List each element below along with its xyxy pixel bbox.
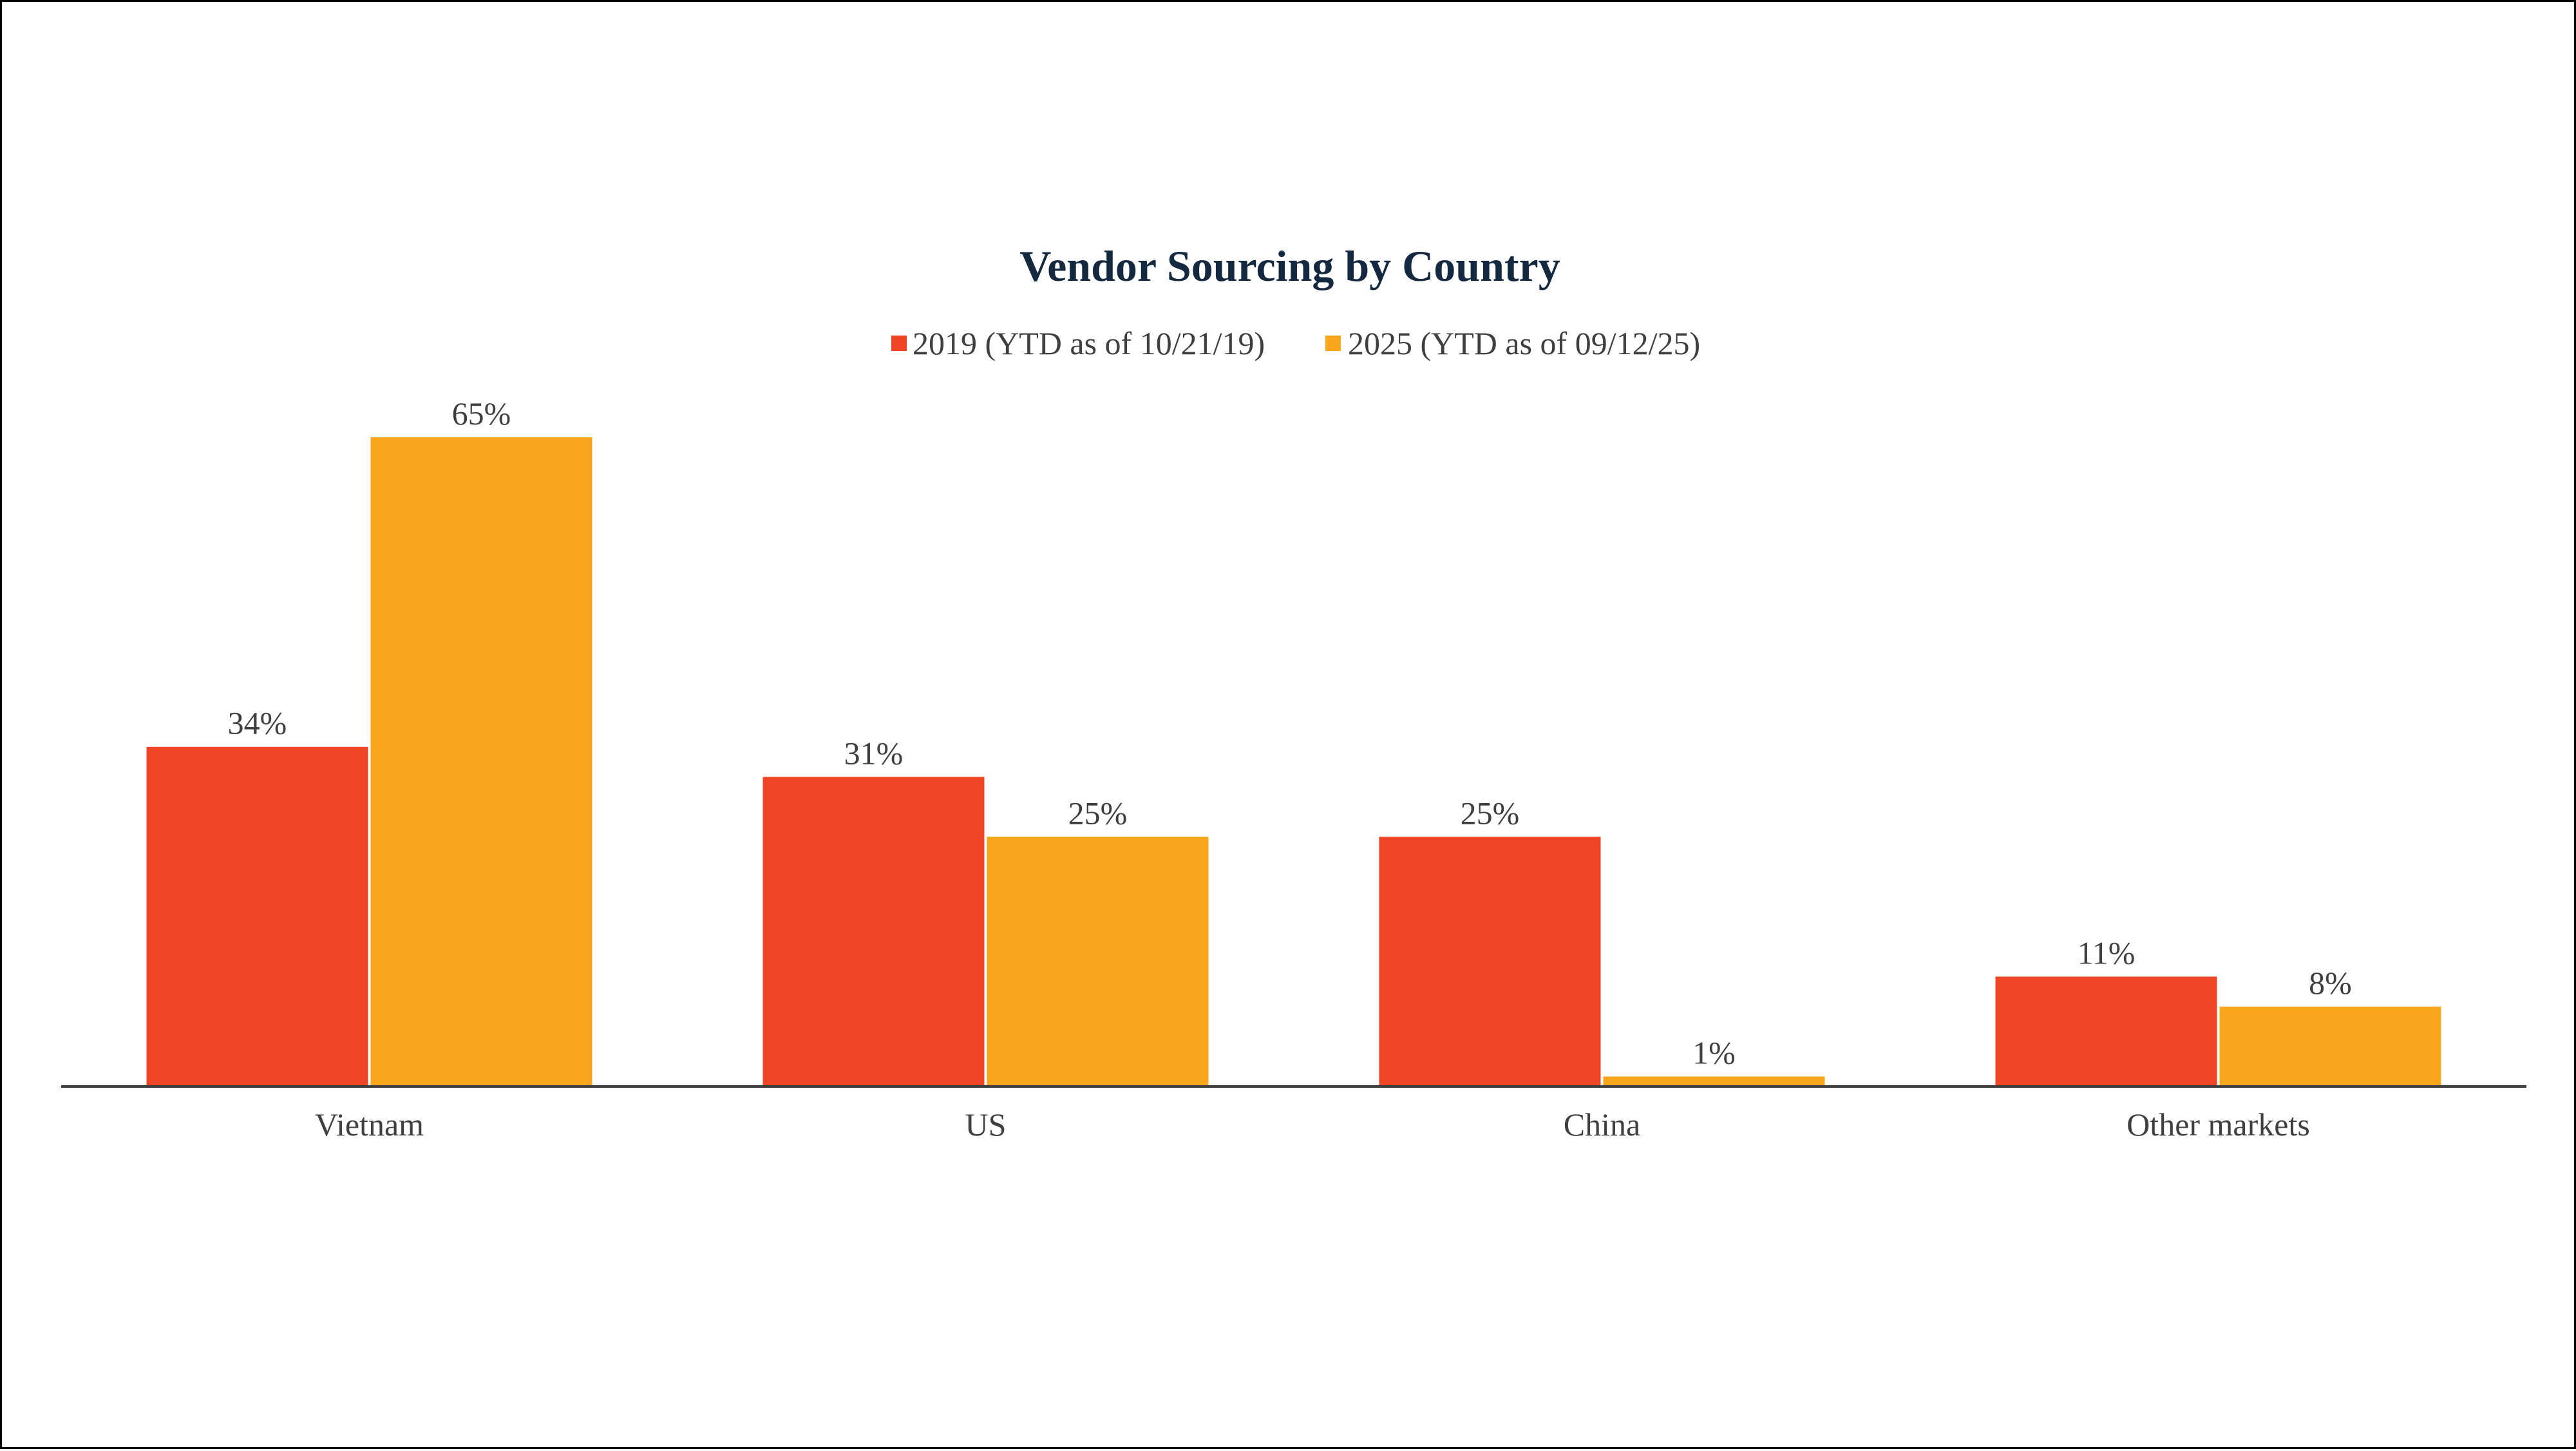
- data-labels-group: 34% 65% 31% 25% 25% 1% 11% 8%: [228, 395, 2352, 1070]
- legend-label-2025: 2025 (YTD as of 09/12/25): [1348, 325, 1700, 361]
- chart-title: Vendor Sourcing by Country: [1019, 242, 1560, 290]
- bar-vietnam-series-1: [370, 437, 592, 1086]
- bar-us-series-1: [987, 837, 1209, 1086]
- data-label-china-series-1: 1%: [1692, 1034, 1736, 1070]
- legend-label-2019: 2019 (YTD as of 10/21/19): [913, 325, 1265, 361]
- legend-item-2019: 2019 (YTD as of 10/21/19): [891, 325, 1265, 361]
- x-tick-label-vietnam: Vietnam: [315, 1106, 424, 1143]
- x-tick-label-china: China: [1564, 1106, 1640, 1143]
- legend-item-2025: 2025 (YTD as of 09/12/25): [1325, 325, 1700, 361]
- bar-other-markets-series-1: [2219, 1006, 2441, 1086]
- bar-vietnam-series-0: [146, 746, 368, 1086]
- data-label-vietnam-series-0: 34%: [228, 705, 287, 741]
- data-label-other-markets-series-0: 11%: [2078, 934, 2136, 971]
- x-tick-label-us: US: [965, 1106, 1007, 1143]
- x-axis-tick-labels: Vietnam US China Other markets: [315, 1106, 2310, 1143]
- data-label-other-markets-series-1: 8%: [2309, 965, 2352, 1001]
- legend: 2019 (YTD as of 10/21/19) 2025 (YTD as o…: [891, 325, 1700, 361]
- data-label-vietnam-series-1: 65%: [452, 395, 511, 432]
- legend-swatch-2019: [891, 336, 907, 351]
- x-tick-label-other-markets: Other markets: [2126, 1106, 2310, 1143]
- bar-other-markets-series-0: [1995, 976, 2217, 1086]
- data-label-us-series-0: 31%: [844, 735, 904, 771]
- legend-swatch-2025: [1325, 336, 1341, 351]
- bars-group: [146, 437, 2441, 1086]
- data-label-china-series-0: 25%: [1461, 795, 1520, 831]
- bar-us-series-0: [762, 777, 985, 1086]
- bar-china-series-1: [1603, 1076, 1825, 1086]
- bar-china-series-0: [1379, 837, 1601, 1086]
- data-label-us-series-1: 25%: [1068, 795, 1128, 831]
